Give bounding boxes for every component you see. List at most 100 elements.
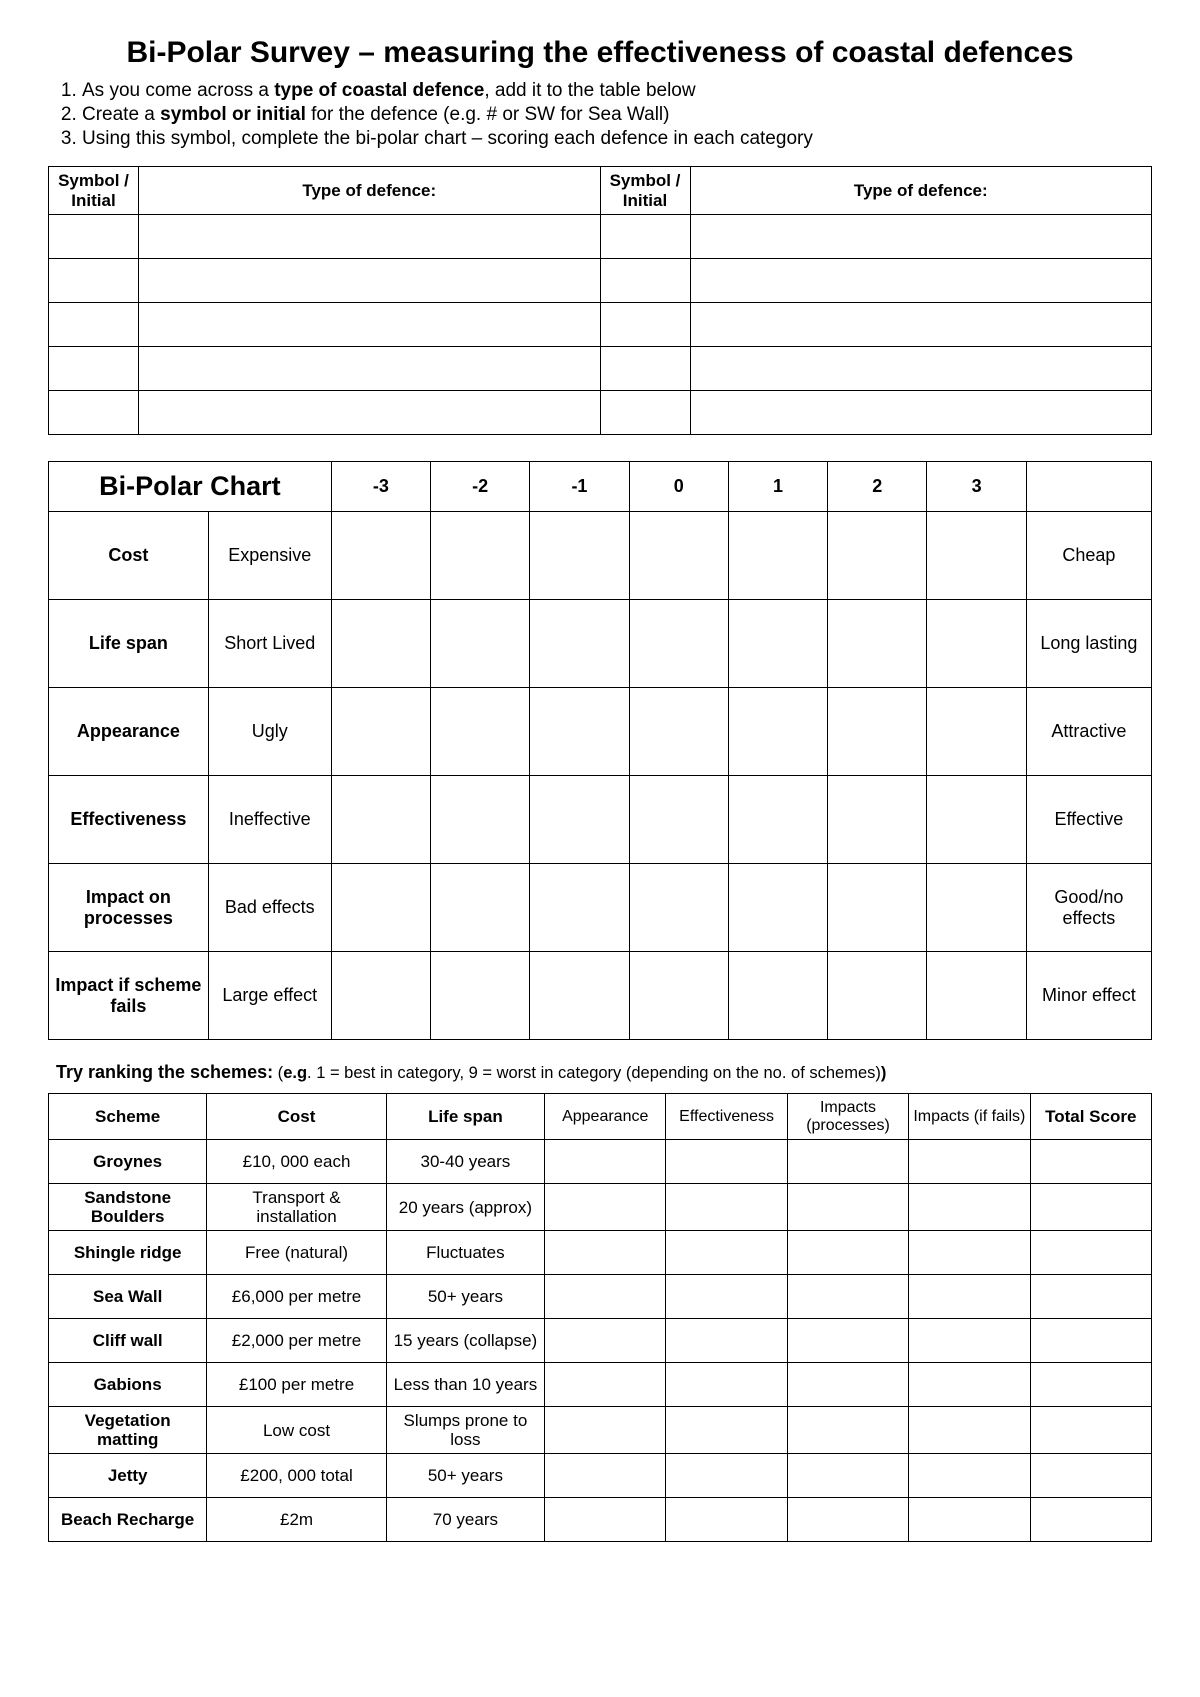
ranking-scheme: Groynes: [49, 1140, 207, 1184]
bipolar-score-cell: [728, 600, 827, 688]
ranking-lifespan: 30-40 years: [386, 1140, 544, 1184]
ranking-blank-cell: [666, 1363, 787, 1407]
t1-cell: [49, 391, 139, 435]
t1-cell: [49, 259, 139, 303]
bipolar-score-cell: [431, 864, 530, 952]
ranking-cost: Transport & installation: [207, 1184, 386, 1231]
bipolar-body: CostExpensiveCheapLife spanShort LivedLo…: [49, 512, 1152, 1040]
ranking-blank-cell: [787, 1454, 908, 1498]
ranking-blank-cell: [787, 1140, 908, 1184]
hdr-imp-fail: Impacts (if fails): [909, 1094, 1030, 1140]
ranking-cost: £2m: [207, 1498, 386, 1542]
ranking-row: Cliff wall£2,000 per metre15 years (coll…: [49, 1319, 1152, 1363]
ranking-header-row: Scheme Cost Life span Appearance Effecti…: [49, 1094, 1152, 1140]
bipolar-score-cell: [530, 776, 629, 864]
ranking-blank-cell: [787, 1363, 908, 1407]
ranking-cost: £6,000 per metre: [207, 1275, 386, 1319]
instruction-2-bold: symbol or initial: [160, 104, 306, 125]
t1-cell: [139, 391, 601, 435]
ranking-scheme: Shingle ridge: [49, 1231, 207, 1275]
bipolar-row: Impact on processesBad effectsGood/no ef…: [49, 864, 1152, 952]
page-title: Bi-Polar Survey – measuring the effectiv…: [48, 36, 1152, 70]
ranking-lifespan: 15 years (collapse): [386, 1319, 544, 1363]
bipolar-score-cell: [530, 512, 629, 600]
ranking-blank-cell: [787, 1498, 908, 1542]
ranking-blank-cell: [1030, 1184, 1151, 1231]
instruction-2: Create a symbol or initial for the defen…: [82, 104, 1152, 126]
ranking-scheme: Beach Recharge: [49, 1498, 207, 1542]
bipolar-scale-5: 2: [828, 462, 927, 512]
ranking-blank-cell: [666, 1319, 787, 1363]
bipolar-score-cell: [629, 776, 728, 864]
ranking-row: Shingle ridgeFree (natural)Fluctuates: [49, 1231, 1152, 1275]
ranking-lifespan: Slumps prone to loss: [386, 1407, 544, 1454]
bipolar-scale-1: -2: [431, 462, 530, 512]
bipolar-score-cell: [927, 688, 1026, 776]
bipolar-score-cell: [331, 600, 430, 688]
ranking-blank-cell: [666, 1275, 787, 1319]
ranking-row: Vegetation mattingLow costSlumps prone t…: [49, 1407, 1152, 1454]
ranking-blank-cell: [1030, 1498, 1151, 1542]
ranking-blank-cell: [545, 1231, 666, 1275]
ranking-intro: Try ranking the schemes: (e.g. 1 = best …: [56, 1062, 1152, 1083]
instruction-3: Using this symbol, complete the bi-polar…: [82, 128, 1152, 150]
bipolar-score-cell: [728, 952, 827, 1040]
ranking-scheme: Gabions: [49, 1363, 207, 1407]
defence-entry-table: Symbol / Initial Type of defence: Symbol…: [48, 166, 1152, 435]
ranking-blank-cell: [909, 1184, 1030, 1231]
ranking-blank-cell: [909, 1140, 1030, 1184]
bipolar-row: AppearanceUglyAttractive: [49, 688, 1152, 776]
bipolar-row-label: Appearance: [49, 688, 209, 776]
ranking-blank-cell: [1030, 1231, 1151, 1275]
instruction-1-a: As you come across a: [82, 80, 274, 101]
bipolar-score-cell: [530, 688, 629, 776]
bipolar-score-cell: [927, 512, 1026, 600]
t1-row: [49, 303, 1152, 347]
ranking-blank-cell: [666, 1140, 787, 1184]
t1-cell: [690, 391, 1152, 435]
ranking-intro-b: . 1 = best in category, 9 = worst in cat…: [307, 1064, 881, 1082]
bipolar-row: Impact if scheme failsLarge effectMinor …: [49, 952, 1152, 1040]
ranking-blank-cell: [545, 1407, 666, 1454]
ranking-blank-cell: [545, 1184, 666, 1231]
bipolar-score-cell: [331, 864, 430, 952]
bipolar-score-cell: [629, 688, 728, 776]
bipolar-score-cell: [927, 952, 1026, 1040]
t1-cell: [49, 303, 139, 347]
worksheet-page: Bi-Polar Survey – measuring the effectiv…: [0, 0, 1200, 1697]
t1-row: [49, 391, 1152, 435]
ranking-cost: £200, 000 total: [207, 1454, 386, 1498]
bipolar-positive: Good/no effects: [1026, 864, 1151, 952]
bipolar-score-cell: [629, 952, 728, 1040]
t1-cell: [600, 259, 690, 303]
instruction-1-c: , add it to the table below: [484, 80, 695, 101]
ranking-blank-cell: [666, 1454, 787, 1498]
hdr-life: Life span: [386, 1094, 544, 1140]
bipolar-row: CostExpensiveCheap: [49, 512, 1152, 600]
ranking-body: Groynes£10, 000 each30-40 yearsSandstone…: [49, 1140, 1152, 1542]
t1-cell: [139, 303, 601, 347]
ranking-scheme: Cliff wall: [49, 1319, 207, 1363]
bipolar-scale-2: -1: [530, 462, 629, 512]
ranking-blank-cell: [1030, 1407, 1151, 1454]
instruction-2-a: Create a: [82, 104, 160, 125]
bipolar-score-cell: [530, 952, 629, 1040]
ranking-cost: £2,000 per metre: [207, 1319, 386, 1363]
hdr-imp-proc: Impacts (processes): [787, 1094, 908, 1140]
bipolar-score-cell: [728, 864, 827, 952]
bipolar-row-label: Impact if scheme fails: [49, 952, 209, 1040]
bipolar-positive: Effective: [1026, 776, 1151, 864]
bipolar-score-cell: [629, 864, 728, 952]
ranking-scheme: Vegetation matting: [49, 1407, 207, 1454]
ranking-cost: Low cost: [207, 1407, 386, 1454]
ranking-lifespan: Fluctuates: [386, 1231, 544, 1275]
ranking-lifespan: 50+ years: [386, 1275, 544, 1319]
instructions-list: As you come across a type of coastal def…: [82, 80, 1152, 150]
ranking-blank-cell: [787, 1319, 908, 1363]
ranking-row: Groynes£10, 000 each30-40 years: [49, 1140, 1152, 1184]
ranking-blank-cell: [545, 1498, 666, 1542]
bipolar-score-cell: [828, 512, 927, 600]
bipolar-empty-header: [1026, 462, 1151, 512]
bipolar-score-cell: [828, 952, 927, 1040]
bipolar-score-cell: [530, 864, 629, 952]
